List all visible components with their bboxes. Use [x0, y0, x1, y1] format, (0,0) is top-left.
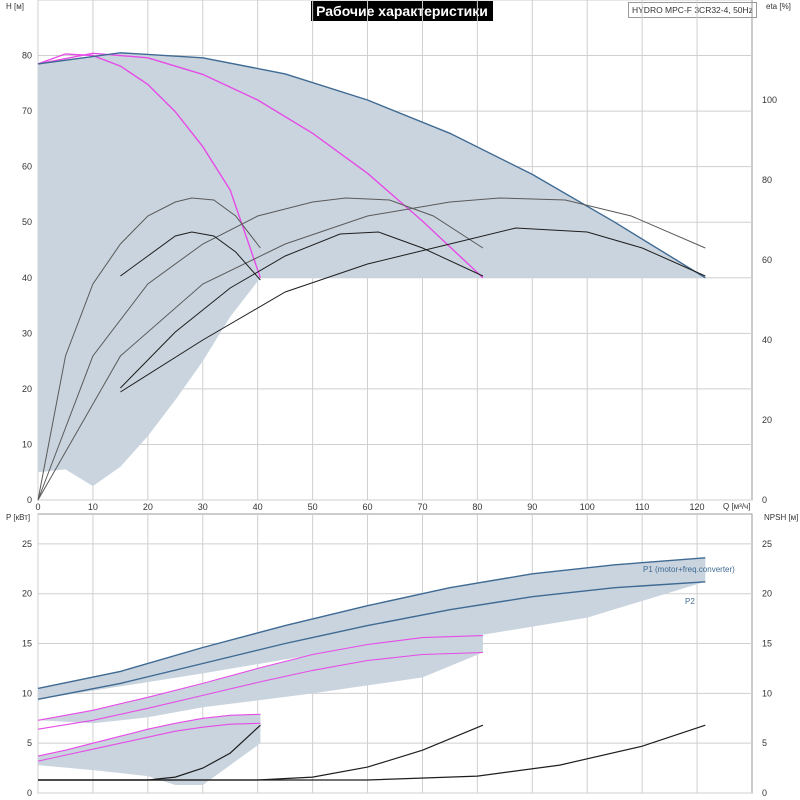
x-tick-label: 70 — [417, 502, 427, 512]
y2-axis-label-npsh: NPSH [м] — [764, 513, 798, 522]
curve-p1-total — [37, 557, 706, 690]
y-tick-label-power: 15 — [22, 639, 32, 649]
x-axis-label: Q [м³/ч] — [723, 502, 750, 511]
x-tick-label: 90 — [527, 502, 537, 512]
curve-eta-2pump-min — [120, 231, 484, 389]
legend-p1: P1 (motor+freq.converter) — [643, 565, 735, 574]
y2-tick-label-npsh: 20 — [762, 589, 772, 599]
curve-eta-2pump — [37, 197, 484, 501]
y-tick-label: 60 — [22, 162, 32, 172]
y-tick-label: 80 — [22, 51, 32, 61]
curve-p1-1pump — [37, 713, 261, 757]
y-tick-label: 30 — [22, 328, 32, 338]
x-tick-label: 60 — [363, 502, 373, 512]
y2-axis-label-eta: eta [%] — [766, 2, 791, 11]
y2-tick-label: 60 — [762, 255, 772, 265]
power-panel-grid — [37, 513, 753, 794]
y-tick-label-power: 10 — [22, 688, 32, 698]
y-tick-label: 20 — [22, 384, 32, 394]
y-tick-label-power: 20 — [22, 589, 32, 599]
y-tick-label: 10 — [22, 439, 32, 449]
x-tick-label: 10 — [88, 502, 98, 512]
y2-tick-label: 20 — [762, 415, 772, 425]
x-tick-label: 100 — [580, 502, 595, 512]
y-tick-label-power: 0 — [27, 788, 32, 798]
x-tick-label: 20 — [143, 502, 153, 512]
x-tick-label: 40 — [253, 502, 263, 512]
curve-p1-2pump — [37, 635, 483, 721]
y2-tick-label: 80 — [762, 175, 772, 185]
tick-labels: 0 10 20 30 40 50 60 70 80 90 100 110 120010203040506… — [22, 51, 777, 798]
y2-tick-label: 0 — [762, 495, 767, 505]
curve-p2-total — [37, 581, 706, 700]
x-tick-label: 30 — [198, 502, 208, 512]
curve-eta-3pump — [37, 197, 706, 501]
y-tick-label-power: 25 — [22, 539, 32, 549]
legend-p2: P2 — [685, 597, 695, 606]
curve-h-1pump-max — [37, 53, 262, 279]
x-tick-label: 110 — [635, 502, 649, 512]
curve-eta-3pump-min — [120, 227, 706, 393]
curve-p2-2pump — [37, 651, 483, 730]
pump-model-label: HYDRO MPC-F 3CR32-4, 50Hz — [628, 2, 757, 18]
y-tick-label-power: 5 — [27, 738, 32, 748]
curve-eta-1pump-min — [120, 231, 261, 281]
y-tick-label: 0 — [27, 495, 32, 505]
power-range-2pump — [38, 635, 483, 724]
y2-tick-label: 40 — [762, 335, 772, 345]
y-tick-label: 50 — [22, 217, 32, 227]
curve-npsh-3pump — [38, 724, 706, 781]
y2-tick-label-npsh: 0 — [762, 788, 767, 798]
x-tick-label: 0 — [35, 502, 40, 512]
y-tick-label: 40 — [22, 273, 32, 283]
axis-labels: H [м] eta [%] Q [м³/ч] P [кВт] NPSH [м] … — [6, 2, 798, 606]
curves-layer — [37, 52, 706, 781]
y2-tick-label-npsh: 15 — [762, 639, 772, 649]
y-tick-label: 70 — [22, 106, 32, 116]
curve-p2-1pump — [37, 722, 261, 762]
operating-range-fills — [38, 52, 706, 785]
y-axis-label-power: P [кВт] — [6, 513, 30, 522]
x-tick-label: 50 — [308, 502, 318, 512]
y-axis-label-head: H [м] — [6, 2, 24, 11]
curve-eta-1pump — [37, 197, 261, 501]
x-tick-label: 80 — [472, 502, 482, 512]
y2-tick-label-npsh: 10 — [762, 688, 772, 698]
y2-tick-label-npsh: 25 — [762, 539, 772, 549]
x-tick-label: 120 — [690, 502, 705, 512]
curve-h-3pump-max — [37, 52, 706, 279]
y2-tick-label: 100 — [762, 95, 777, 105]
y2-tick-label-npsh: 5 — [762, 738, 767, 748]
head-operating-range — [38, 52, 706, 487]
power-range-3pump — [38, 557, 706, 700]
chart-title: Рабочие характеристики — [311, 1, 493, 21]
